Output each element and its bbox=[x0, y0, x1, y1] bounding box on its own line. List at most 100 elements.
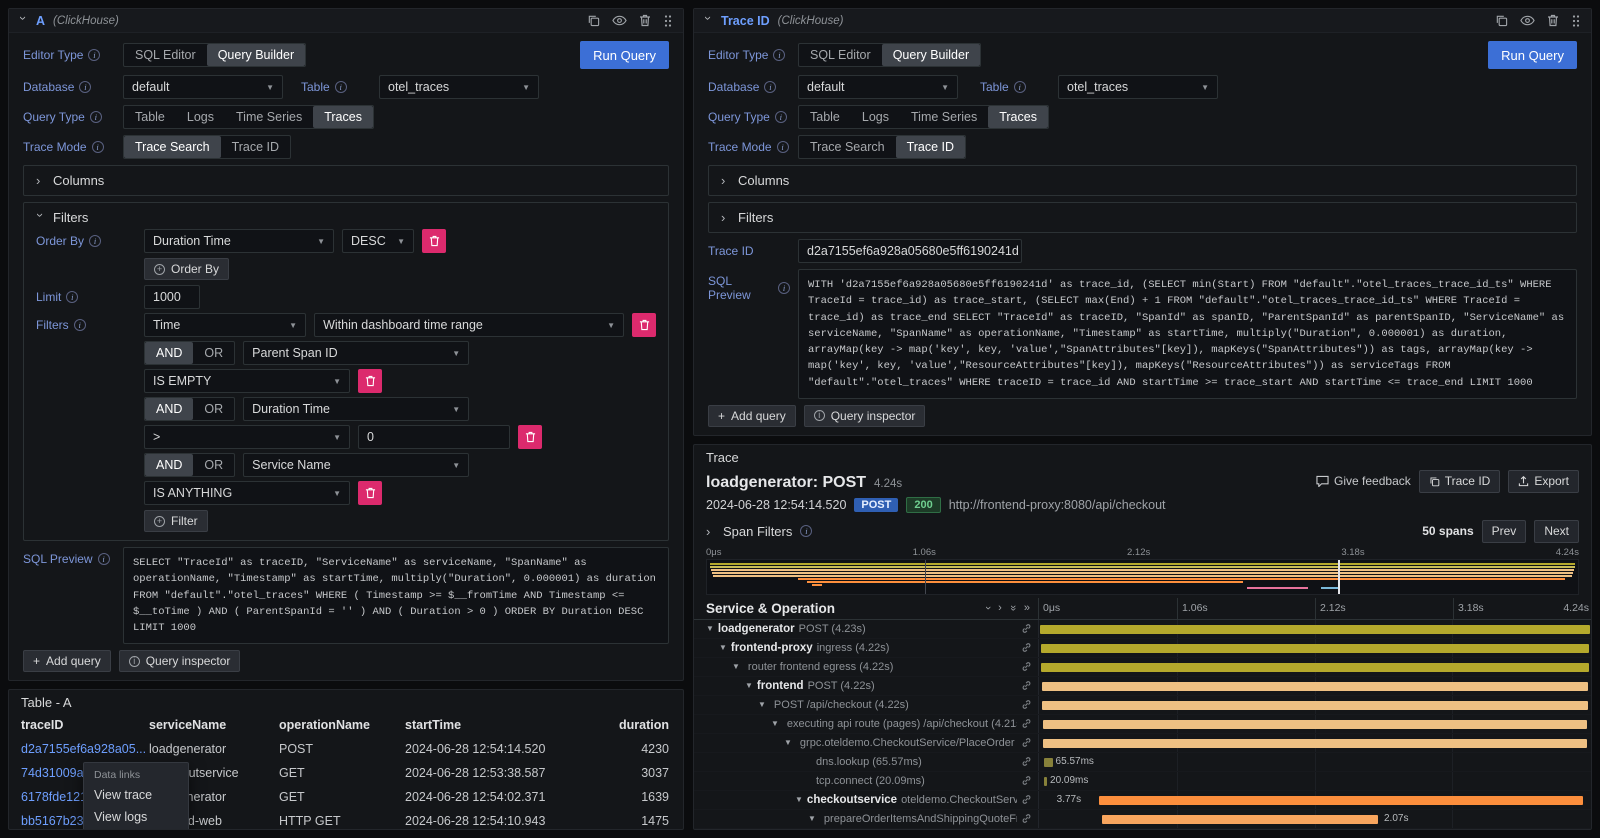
columns-section[interactable]: › Columns bbox=[708, 165, 1577, 196]
column-header[interactable]: serviceName bbox=[149, 718, 227, 733]
remove-query-trash-icon[interactable] bbox=[1547, 14, 1559, 27]
column-header[interactable]: startTime bbox=[405, 718, 462, 733]
filters-section[interactable]: › Filters bbox=[708, 202, 1577, 233]
span-bar-track[interactable]: 2.07s bbox=[1039, 809, 1591, 828]
remove-filter-trash-icon[interactable] bbox=[358, 481, 382, 505]
span-bar[interactable] bbox=[1041, 662, 1589, 672]
span-bar[interactable] bbox=[1043, 738, 1587, 748]
order-by-direction-select[interactable]: DESC ▼ bbox=[342, 229, 414, 253]
span-chevron-icon[interactable]: ▼ bbox=[771, 719, 779, 729]
chevron-right-icon[interactable]: › bbox=[721, 173, 726, 188]
span-link-icon[interactable] bbox=[1021, 680, 1032, 691]
info-icon[interactable]: i bbox=[778, 282, 790, 294]
info-icon[interactable]: i bbox=[1013, 81, 1026, 93]
table-select[interactable]: otel_traces ▼ bbox=[1058, 75, 1218, 99]
span-row[interactable]: ▼ router frontend egress (4.22s) bbox=[694, 657, 1591, 677]
span-bar[interactable] bbox=[1042, 719, 1588, 729]
query-type-option[interactable]: Time Series bbox=[225, 106, 313, 128]
add-order-by-button[interactable]: + Order By bbox=[144, 258, 230, 280]
expand-all-icon[interactable]: » bbox=[1023, 602, 1030, 615]
span-row[interactable]: ▼ loadgenerator POST (4.23s) bbox=[694, 619, 1591, 639]
span-bar-track[interactable] bbox=[1039, 695, 1591, 714]
trace-id-button[interactable]: Trace ID bbox=[1418, 469, 1501, 493]
span-bar-track[interactable]: 65.57ms bbox=[1039, 752, 1591, 771]
span-bar[interactable] bbox=[1102, 814, 1379, 824]
filter-field-select[interactable]: Duration Time ▼ bbox=[243, 397, 470, 421]
span-link-icon[interactable] bbox=[1021, 775, 1032, 786]
query-inspector-button[interactable]: i Query inspector bbox=[803, 404, 926, 427]
info-icon[interactable]: i bbox=[800, 525, 813, 538]
trace-id-link[interactable]: d2a7155ef6a928a05... bbox=[21, 742, 147, 757]
filter-field-select[interactable]: Parent Span ID ▼ bbox=[243, 341, 470, 365]
span-chevron-icon[interactable]: ▼ bbox=[706, 624, 714, 634]
span-chevron-icon[interactable]: ▼ bbox=[758, 700, 766, 710]
span-bar-track[interactable] bbox=[1039, 638, 1591, 657]
query-type-option[interactable]: Table bbox=[799, 106, 851, 128]
info-icon[interactable]: i bbox=[89, 111, 102, 123]
columns-section[interactable]: › Columns bbox=[23, 165, 669, 196]
drag-handle-icon[interactable] bbox=[663, 14, 673, 28]
span-row[interactable]: ▼ executing api route (pages) /api/check… bbox=[694, 714, 1591, 734]
span-bar[interactable] bbox=[1041, 681, 1589, 691]
filter-operator-select[interactable]: IS EMPTY ▼ bbox=[144, 369, 350, 393]
span-chevron-icon[interactable]: ▼ bbox=[719, 643, 727, 653]
collapse-query-icon[interactable]: › bbox=[16, 16, 31, 21]
query-type-option[interactable]: Traces bbox=[988, 106, 1048, 128]
span-link-icon[interactable] bbox=[1021, 718, 1032, 729]
info-icon[interactable]: i bbox=[73, 319, 86, 331]
span-bar-track[interactable] bbox=[1039, 676, 1591, 695]
remove-query-trash-icon[interactable] bbox=[639, 14, 651, 27]
trace-mode-option[interactable]: Trace Search bbox=[124, 136, 221, 158]
span-link-icon[interactable] bbox=[1021, 813, 1032, 824]
table-row[interactable]: d2a7155ef6a928a05... loadgenerator POST … bbox=[21, 737, 671, 761]
and-option[interactable]: AND bbox=[145, 342, 194, 364]
chevron-right-icon[interactable]: › bbox=[36, 173, 41, 188]
run-query-button[interactable]: Run Query bbox=[580, 41, 669, 69]
view-logs-menu-item[interactable]: View logs bbox=[94, 810, 148, 825]
drag-handle-icon[interactable] bbox=[1571, 14, 1581, 28]
collapse-one-icon[interactable]: › bbox=[982, 606, 995, 611]
query-type-option[interactable]: Logs bbox=[851, 106, 900, 128]
filter-operator-select[interactable]: IS ANYTHING ▼ bbox=[144, 481, 350, 505]
editor-type-option[interactable]: Query Builder bbox=[881, 44, 981, 66]
info-icon[interactable]: i bbox=[776, 141, 789, 153]
table-select[interactable]: otel_traces ▼ bbox=[379, 75, 539, 99]
filter-field-select[interactable]: Time ▼ bbox=[144, 313, 307, 337]
span-bar[interactable] bbox=[1040, 643, 1590, 653]
hide-response-eye-icon[interactable] bbox=[612, 15, 627, 26]
remove-filter-trash-icon[interactable] bbox=[358, 369, 382, 393]
add-query-button[interactable]: + Add query bbox=[708, 404, 796, 427]
span-bar-track[interactable] bbox=[1039, 657, 1591, 676]
hide-response-eye-icon[interactable] bbox=[1520, 15, 1535, 26]
trace-mode-option[interactable]: Trace Search bbox=[799, 136, 896, 158]
database-select[interactable]: default ▼ bbox=[798, 75, 958, 99]
span-link-icon[interactable] bbox=[1021, 794, 1032, 805]
chevron-right-icon[interactable]: › bbox=[706, 523, 711, 539]
export-button[interactable]: Export bbox=[1508, 469, 1579, 493]
query-type-option[interactable]: Time Series bbox=[900, 106, 988, 128]
span-chevron-icon[interactable]: ▼ bbox=[784, 738, 792, 748]
span-bar-track[interactable] bbox=[1039, 714, 1591, 733]
chevron-right-icon[interactable]: › bbox=[721, 210, 726, 225]
and-option[interactable]: AND bbox=[145, 454, 194, 476]
span-row[interactable]: ▼ checkoutservice oteldemo.CheckoutServi… bbox=[694, 790, 1591, 810]
span-filters-label[interactable]: Span Filters bbox=[723, 523, 793, 539]
column-header[interactable]: operationName bbox=[279, 718, 370, 733]
give-feedback-link[interactable]: Give feedback bbox=[1316, 474, 1411, 488]
span-row[interactable]: ▼ prepareOrderItemsAndShippingQuoteFromC… bbox=[694, 809, 1591, 829]
span-chevron-icon[interactable]: ▼ bbox=[732, 662, 740, 672]
next-button[interactable]: Next bbox=[1534, 519, 1579, 543]
trace-mode-option[interactable]: Trace ID bbox=[895, 136, 966, 158]
span-bar[interactable] bbox=[1042, 700, 1588, 710]
span-row[interactable]: ▼ frontend POST (4.22s) bbox=[694, 676, 1591, 696]
info-icon[interactable]: i bbox=[91, 141, 104, 153]
run-query-button[interactable]: Run Query bbox=[1488, 41, 1577, 69]
span-bar[interactable] bbox=[1098, 795, 1584, 805]
or-option[interactable]: OR bbox=[193, 398, 234, 420]
view-trace-menu-item[interactable]: View trace bbox=[94, 788, 153, 803]
info-icon[interactable]: i bbox=[66, 291, 79, 303]
span-chevron-icon[interactable]: ▼ bbox=[795, 795, 803, 805]
duplicate-query-icon[interactable] bbox=[587, 14, 600, 27]
remove-filter-trash-icon[interactable] bbox=[518, 425, 542, 449]
add-filter-button[interactable]: + Filter bbox=[144, 510, 208, 532]
